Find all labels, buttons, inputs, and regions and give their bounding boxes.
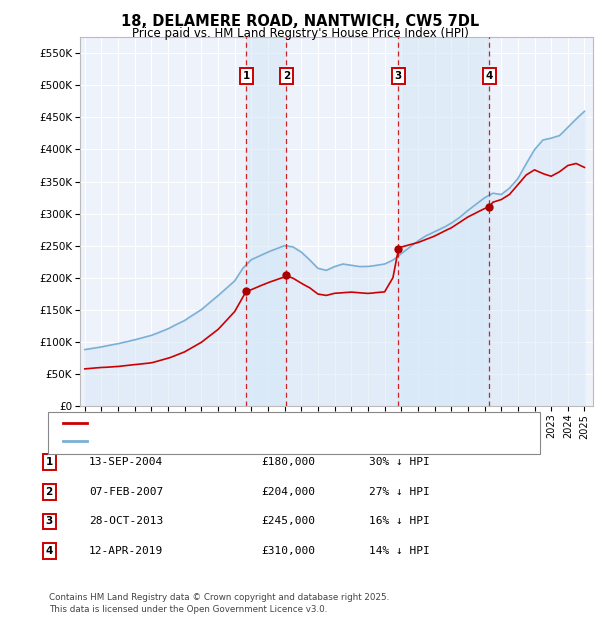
Text: £245,000: £245,000 xyxy=(261,516,315,526)
Text: 4: 4 xyxy=(485,71,493,81)
Bar xyxy=(398,37,489,406)
Text: 2: 2 xyxy=(46,487,53,497)
Text: 3: 3 xyxy=(46,516,53,526)
Text: £310,000: £310,000 xyxy=(261,546,315,556)
Text: £204,000: £204,000 xyxy=(261,487,315,497)
Text: 2: 2 xyxy=(283,71,290,81)
Text: 18, DELAMERE ROAD, NANTWICH, CW5 7DL: 18, DELAMERE ROAD, NANTWICH, CW5 7DL xyxy=(121,14,479,29)
Text: 27% ↓ HPI: 27% ↓ HPI xyxy=(369,487,430,497)
Text: 07-FEB-2007: 07-FEB-2007 xyxy=(89,487,163,497)
Text: £180,000: £180,000 xyxy=(261,457,315,467)
Text: 18, DELAMERE ROAD, NANTWICH, CW5 7DL (detached house): 18, DELAMERE ROAD, NANTWICH, CW5 7DL (de… xyxy=(90,418,400,428)
Text: 12-APR-2019: 12-APR-2019 xyxy=(89,546,163,556)
Text: 14% ↓ HPI: 14% ↓ HPI xyxy=(369,546,430,556)
Text: 4: 4 xyxy=(46,546,53,556)
Text: 3: 3 xyxy=(395,71,402,81)
Text: 16% ↓ HPI: 16% ↓ HPI xyxy=(369,516,430,526)
Text: Contains HM Land Registry data © Crown copyright and database right 2025.
This d: Contains HM Land Registry data © Crown c… xyxy=(49,593,389,614)
Bar xyxy=(247,37,286,406)
Text: 30% ↓ HPI: 30% ↓ HPI xyxy=(369,457,430,467)
Text: 13-SEP-2004: 13-SEP-2004 xyxy=(89,457,163,467)
Text: HPI: Average price, detached house, Cheshire East: HPI: Average price, detached house, Ches… xyxy=(90,436,343,446)
Text: 28-OCT-2013: 28-OCT-2013 xyxy=(89,516,163,526)
Text: Price paid vs. HM Land Registry's House Price Index (HPI): Price paid vs. HM Land Registry's House … xyxy=(131,27,469,40)
Text: 1: 1 xyxy=(46,457,53,467)
Text: 1: 1 xyxy=(243,71,250,81)
